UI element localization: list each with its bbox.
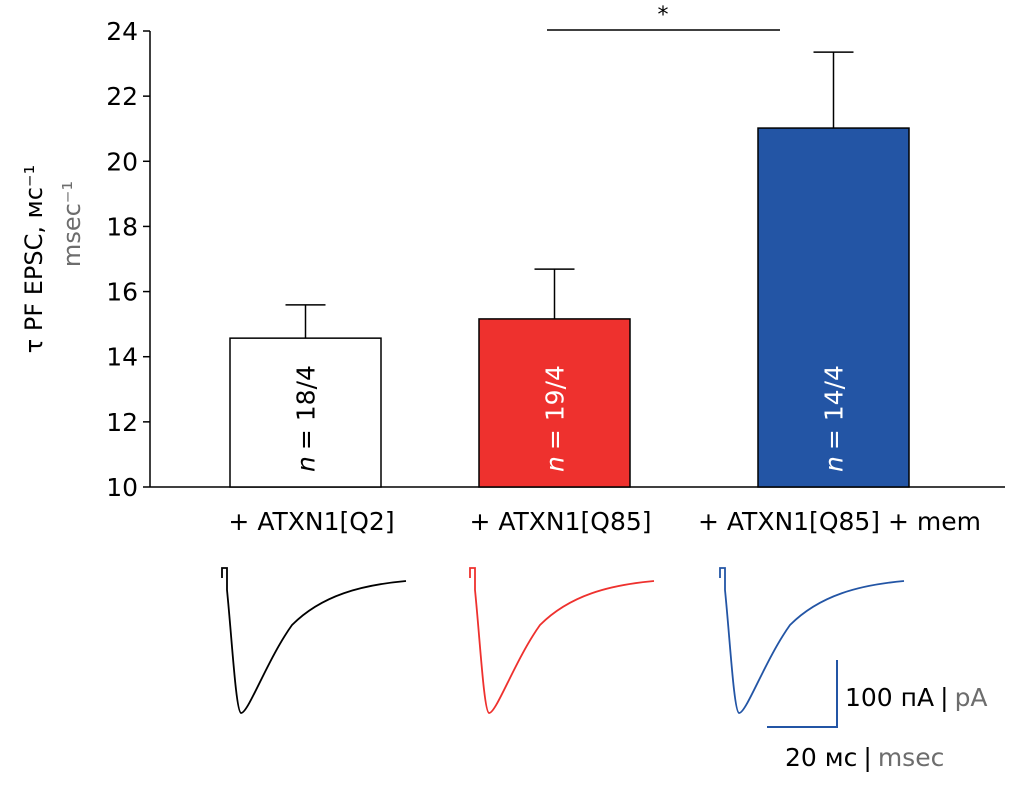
y-tick-label: 14: [106, 343, 138, 372]
scale-bar-lines: [767, 660, 838, 728]
scale-time: 20 мс: [785, 743, 857, 772]
y-tick-label: 20: [106, 147, 138, 176]
bar: [757, 127, 910, 488]
y-tick-label: 10: [106, 473, 138, 502]
n-label: n= 18/4: [292, 365, 321, 472]
y-axis: 10 12 14 16 18 20 22 24: [106, 17, 1005, 502]
svg-text:20 мс|msec: 20 мс | msec: [785, 743, 944, 772]
n-label: n= 14/4: [820, 365, 849, 472]
scale-bar: 100 пА | pA 20 мс | msec: [767, 660, 988, 772]
bars: n= 18/4 + ATXN1[Q2] n= 19/4 + ATXN1[Q85] n= …: [228, 51, 981, 536]
y-axis-label: τ PF EPSC, мс⁻¹: [20, 165, 48, 353]
y-axis-label-en: msec⁻¹: [58, 181, 86, 267]
bar: [229, 337, 382, 488]
epsc-trace: [221, 567, 407, 714]
y-tick-label: 12: [106, 408, 138, 437]
y-tick-label: 18: [106, 212, 138, 241]
y-tick-label: 22: [106, 82, 138, 111]
n-label: n= 19/4: [541, 365, 570, 472]
epsc-traces: [221, 567, 905, 714]
y-tick-label: 16: [106, 278, 138, 307]
scale-current: 100 пА: [845, 683, 934, 712]
category-label: + ATXN1[Q85]: [469, 507, 651, 536]
bar: [478, 318, 631, 488]
category-label: + ATXN1[Q2]: [228, 507, 394, 536]
epsc-trace: [469, 567, 655, 714]
epsc-trace: [719, 567, 905, 714]
scale-current-en: pA: [955, 683, 988, 712]
category-label: + ATXN1[Q85] + mem: [698, 507, 981, 536]
y-tick-label: 24: [106, 17, 138, 46]
significance-asterisk: *: [658, 3, 669, 28]
scale-time-en: msec: [878, 743, 945, 772]
svg-text:100 пА|pA: 100 пА | pA: [845, 683, 988, 712]
